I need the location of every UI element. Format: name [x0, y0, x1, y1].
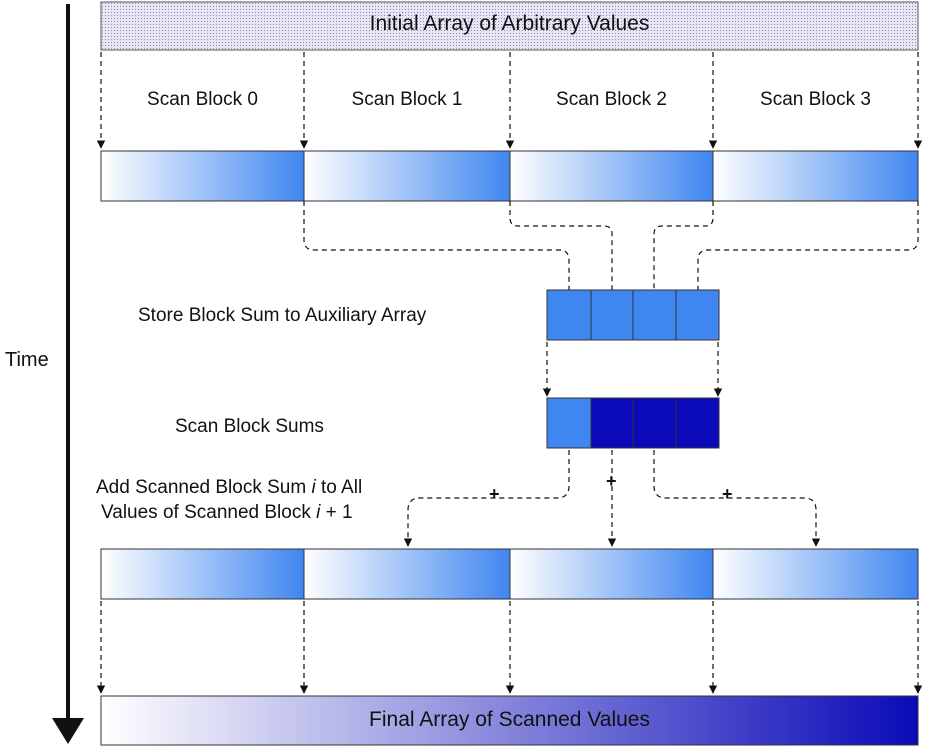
- updated-block-0: [100, 548, 305, 600]
- auxiliary-array: [546, 289, 720, 341]
- store-block-sum-label: Store Block Sum to Auxiliary Array: [138, 305, 427, 326]
- time-axis: [52, 4, 84, 744]
- scanned-block-0: [100, 150, 305, 202]
- final-array-label: Final Array of Scanned Values: [369, 708, 650, 731]
- scan-block-2-label: Scan Block 2: [556, 89, 667, 110]
- updated-block-3: [712, 548, 919, 600]
- plus-sign-1: +: [489, 484, 500, 504]
- time-label: Time: [5, 349, 49, 371]
- updated-block-2: [509, 548, 714, 600]
- blocks-to-final-arrows: [96, 601, 923, 694]
- add-scanned-sum-label-line1: Add Scanned Block Sum i to All: [96, 477, 363, 498]
- final-array: [100, 695, 919, 746]
- scanned-block-sums: [546, 397, 720, 449]
- initial-to-blocks-arrows: [96, 52, 923, 149]
- initial-array: [100, 1, 919, 51]
- add-arrows: [403, 450, 821, 547]
- updated-block-1: [303, 548, 511, 600]
- scanned-blocks-row: [100, 150, 919, 202]
- scanned-block-1: [303, 150, 511, 202]
- plus-sign-3: +: [722, 484, 733, 504]
- scanned-block-3: [712, 150, 919, 202]
- aux-to-scan-arrows: [542, 342, 723, 397]
- scan-block-0-label: Scan Block 0: [147, 89, 258, 110]
- scan-block-1-label: Scan Block 1: [351, 89, 463, 110]
- block-sum-arrows: [303, 201, 919, 313]
- updated-blocks-row: [100, 548, 919, 600]
- add-scanned-sum-label-line2: Values of Scanned Block i + 1: [101, 502, 353, 523]
- scan-block-sums-label: Scan Block Sums: [175, 416, 324, 437]
- scanned-block-2: [509, 150, 714, 202]
- scan-block-3-label: Scan Block 3: [760, 89, 871, 110]
- initial-array-label: Initial Array of Arbitrary Values: [369, 12, 650, 35]
- time-arrowhead-icon: [52, 718, 84, 744]
- plus-sign-2: +: [606, 471, 617, 491]
